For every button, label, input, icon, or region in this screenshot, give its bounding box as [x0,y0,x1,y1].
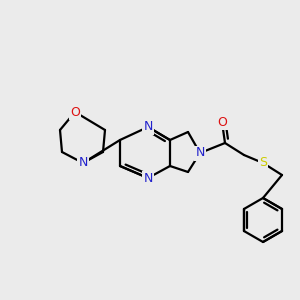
Text: N: N [143,121,153,134]
Text: S: S [259,157,267,169]
Text: O: O [70,106,80,118]
Text: N: N [78,157,88,169]
Text: O: O [217,116,227,128]
Text: N: N [195,146,205,160]
Text: N: N [143,172,153,184]
